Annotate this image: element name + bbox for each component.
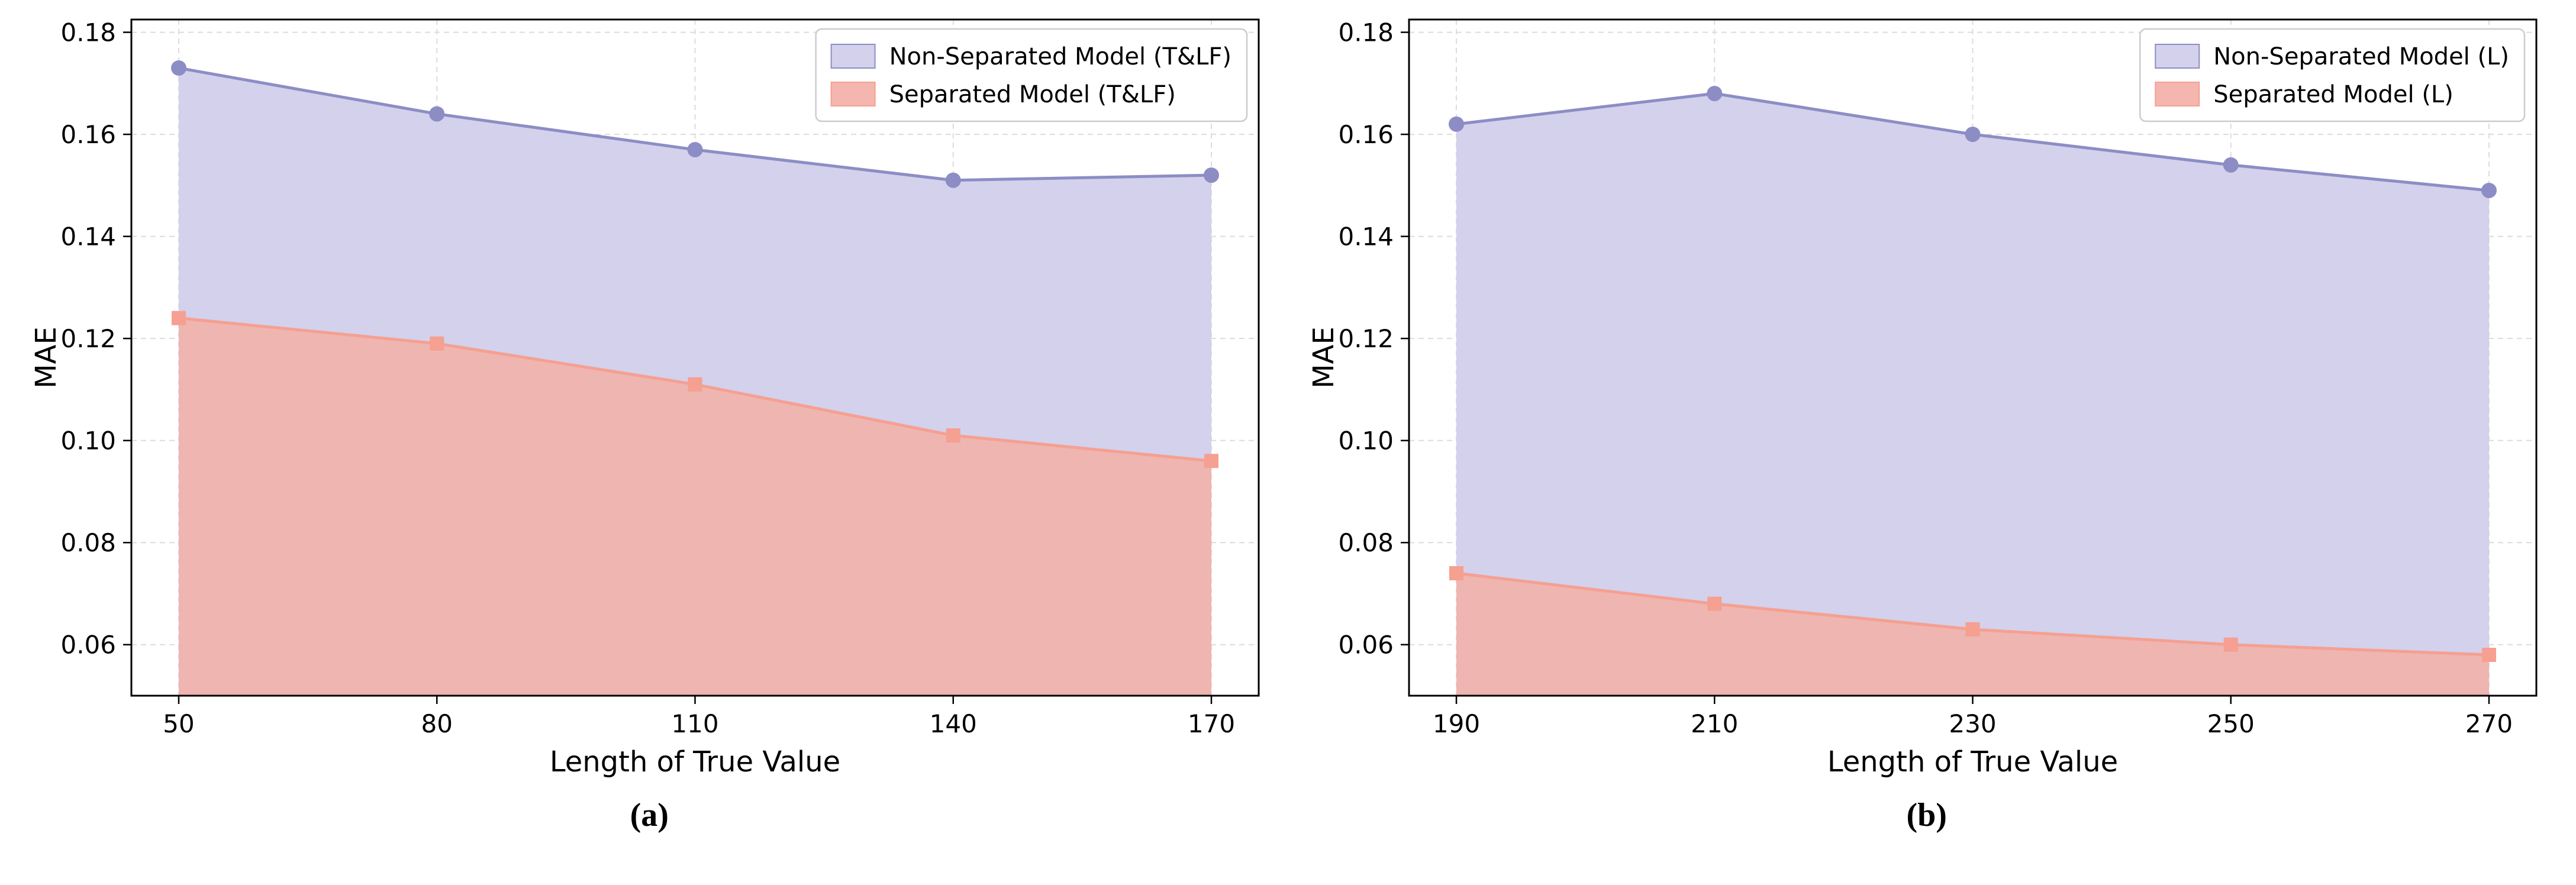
y-tick-label: 0.18	[61, 18, 117, 47]
tick-labels: 0.06 0.08 0.10 0.12 0.14 0.16 0.18 190 210 230 250…	[1338, 18, 2513, 738]
y-tick-label: 0.16	[1338, 120, 1394, 149]
y-tick-label: 0.10	[61, 427, 117, 456]
x-tick-label: 210	[1691, 709, 1738, 738]
x-tick-label: 50	[163, 709, 195, 738]
x-tick-label: 270	[2465, 709, 2513, 738]
circle-marker	[2481, 182, 2497, 198]
subplot-label-b: (b)	[1906, 797, 1947, 834]
x-tick-label: 170	[1188, 709, 1235, 738]
y-tick-label: 0.06	[61, 631, 117, 660]
square-marker	[2481, 647, 2496, 662]
circle-marker	[171, 60, 187, 76]
legend-box	[2139, 28, 2525, 122]
circle-marker	[1965, 127, 1981, 143]
square-marker	[946, 428, 960, 443]
circle-marker	[1204, 167, 1220, 183]
chart-panel-b: 0.06 0.08 0.10 0.12 0.14 0.16 0.18 190 210 230 250…	[1288, 5, 2566, 885]
chart-a-canvas: 0.06 0.08 0.10 0.12 0.14 0.16 0.18 50 80 110 140 17…	[30, 18, 1260, 779]
x-tick-label: 250	[2207, 709, 2254, 738]
y-tick-label: 0.12	[1338, 324, 1394, 353]
y-tick-label: 0.08	[1338, 528, 1394, 557]
circle-marker	[945, 172, 961, 188]
circle-marker	[2223, 157, 2239, 173]
x-tick-label: 110	[672, 709, 719, 738]
circle-marker	[1707, 86, 1723, 102]
y-tick-label: 0.18	[1338, 18, 1394, 47]
legend-swatch	[2155, 44, 2200, 69]
square-marker	[688, 377, 702, 392]
x-tick-label: 140	[930, 709, 977, 738]
circle-marker	[1448, 116, 1464, 132]
y-tick-label: 0.16	[61, 120, 117, 149]
legend-box	[815, 28, 1248, 122]
square-marker	[430, 336, 444, 351]
y-tick-label: 0.14	[1338, 222, 1394, 251]
legend-label: Separated Model (T&LF)	[889, 81, 1176, 108]
series-area-0	[1456, 93, 2489, 696]
x-tick-label: 190	[1433, 709, 1480, 738]
subplot-label-a: (a)	[630, 797, 669, 834]
x-axis-label: Length of True Value	[1827, 745, 2118, 779]
legend-label: Non-Separated Model (L)	[2213, 43, 2509, 70]
x-tick-label: 230	[1949, 709, 1996, 738]
square-marker	[2223, 637, 2238, 652]
chart-panel-a: 0.06 0.08 0.10 0.12 0.14 0.16 0.18 50 80 110 140 17…	[11, 5, 1288, 885]
axis-ticks	[1400, 31, 2490, 704]
y-tick-label: 0.14	[61, 222, 117, 251]
y-tick-label: 0.06	[1338, 631, 1394, 660]
legend-swatch	[830, 82, 876, 106]
square-marker	[1204, 454, 1219, 469]
legend-label: Non-Separated Model (T&LF)	[889, 43, 1231, 70]
square-marker	[1965, 622, 1980, 637]
x-axis-label: Length of True Value	[550, 745, 840, 779]
legend: Non-Separated Model (T&LF) Separated Mode…	[815, 28, 1248, 122]
legend-swatch	[830, 44, 876, 69]
legend-swatch	[2155, 82, 2200, 106]
y-tick-label: 0.12	[61, 324, 117, 353]
circle-marker	[687, 141, 703, 157]
y-tick-label: 0.10	[1338, 427, 1394, 456]
chart-b-canvas: 0.06 0.08 0.10 0.12 0.14 0.16 0.18 190 210 230 250…	[1307, 18, 2538, 779]
legend: Non-Separated Model (L) Separated Model (…	[2139, 28, 2525, 122]
x-tick-label: 80	[421, 709, 453, 738]
legend-label: Separated Model (L)	[2213, 81, 2454, 108]
axis-ticks	[123, 31, 1213, 704]
y-axis-label: MAE	[30, 327, 63, 389]
square-marker	[1449, 566, 1463, 580]
square-marker	[1707, 596, 1722, 611]
tick-labels: 0.06 0.08 0.10 0.12 0.14 0.16 0.18 50 80 110 140 17…	[61, 18, 1236, 738]
y-axis-label: MAE	[1307, 327, 1340, 389]
series-area-1	[179, 318, 1212, 696]
square-marker	[172, 311, 186, 325]
circle-marker	[429, 106, 445, 122]
y-tick-label: 0.08	[61, 528, 117, 557]
